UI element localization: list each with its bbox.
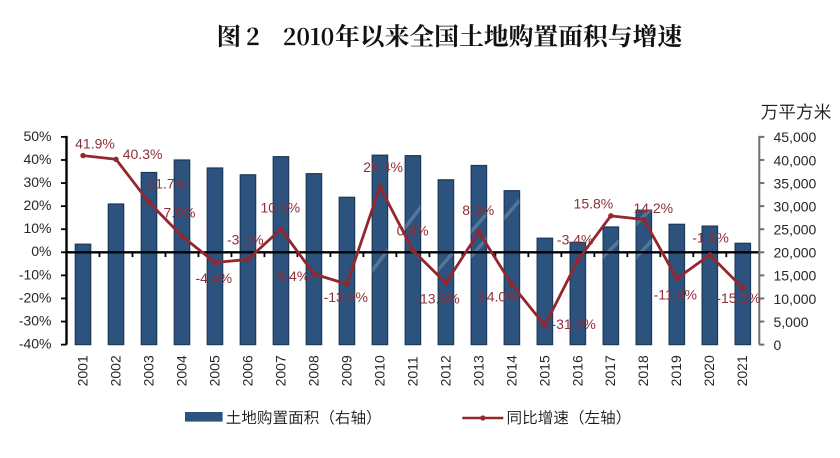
svg-text:2020: 2020 [701,355,717,386]
svg-text:40%: 40% [23,151,51,167]
svg-text:2003: 2003 [140,355,156,386]
svg-text:2021: 2021 [734,355,750,386]
svg-text:20,000: 20,000 [774,245,817,261]
svg-text:40,000: 40,000 [774,152,817,168]
svg-text:2010: 2010 [371,355,387,386]
svg-text:25,000: 25,000 [774,222,817,238]
svg-text:2009: 2009 [338,355,354,386]
svg-text:2019: 2019 [668,355,684,386]
svg-text:10.1%: 10.1% [260,200,300,216]
svg-text:10%: 10% [23,220,51,236]
svg-text:-11.4%: -11.4% [654,287,697,303]
svg-text:15,000: 15,000 [774,268,817,284]
svg-text:-1.1%: -1.1% [692,230,729,246]
svg-text:-13.3%: -13.3% [415,291,459,307]
svg-text:7.0%: 7.0% [164,205,196,221]
svg-text:0.8%: 0.8% [397,223,429,239]
svg-text:-3.1%: -3.1% [227,232,264,248]
svg-text:-30%: -30% [19,312,52,328]
svg-text:-14.0%: -14.0% [474,289,518,305]
svg-text:8.8%: 8.8% [462,202,494,218]
svg-text:2008: 2008 [305,355,321,386]
svg-text:45,000: 45,000 [774,129,817,145]
svg-text:2006: 2006 [239,355,255,386]
svg-text:2012: 2012 [437,355,453,386]
svg-text:2015: 2015 [536,355,552,386]
svg-text:2007: 2007 [272,355,288,386]
svg-text:28.4%: 28.4% [363,159,403,175]
svg-text:0%: 0% [31,243,51,259]
svg-text:30,000: 30,000 [774,198,817,214]
svg-text:2004: 2004 [173,355,189,386]
svg-text:-15.5%: -15.5% [716,290,760,306]
svg-text:40.3%: 40.3% [123,146,163,162]
svg-text:2011: 2011 [404,356,420,386]
svg-text:21.7%: 21.7% [147,176,187,192]
svg-text:-13.8%: -13.8% [324,289,368,305]
svg-text:15.8%: 15.8% [574,196,614,212]
svg-text:-40%: -40% [19,336,52,352]
svg-text:2018: 2018 [635,355,651,386]
svg-text:2005: 2005 [206,355,222,386]
svg-text:50%: 50% [23,128,51,144]
svg-text:14.2%: 14.2% [633,200,673,216]
svg-text:35,000: 35,000 [774,175,817,191]
svg-text:-31.7%: -31.7% [551,316,595,332]
svg-text:2017: 2017 [602,355,618,386]
svg-text:-10%: -10% [19,266,52,282]
svg-text:41.9%: 41.9% [75,136,115,152]
svg-text:-4.4%: -4.4% [196,270,233,286]
svg-text:5,000: 5,000 [774,314,809,330]
svg-text:2014: 2014 [503,355,519,386]
svg-text:2016: 2016 [569,355,585,386]
svg-text:-20%: -20% [19,289,52,305]
svg-text:0: 0 [774,337,782,353]
svg-text:2013: 2013 [470,355,486,386]
svg-text:2001: 2001 [74,355,90,386]
svg-text:-9.4%: -9.4% [273,268,310,284]
svg-text:10,000: 10,000 [774,291,817,307]
svg-text:2002: 2002 [107,355,123,386]
svg-text:20%: 20% [23,197,51,213]
svg-text:30%: 30% [23,174,51,190]
svg-text:-3.4%: -3.4% [557,232,594,248]
